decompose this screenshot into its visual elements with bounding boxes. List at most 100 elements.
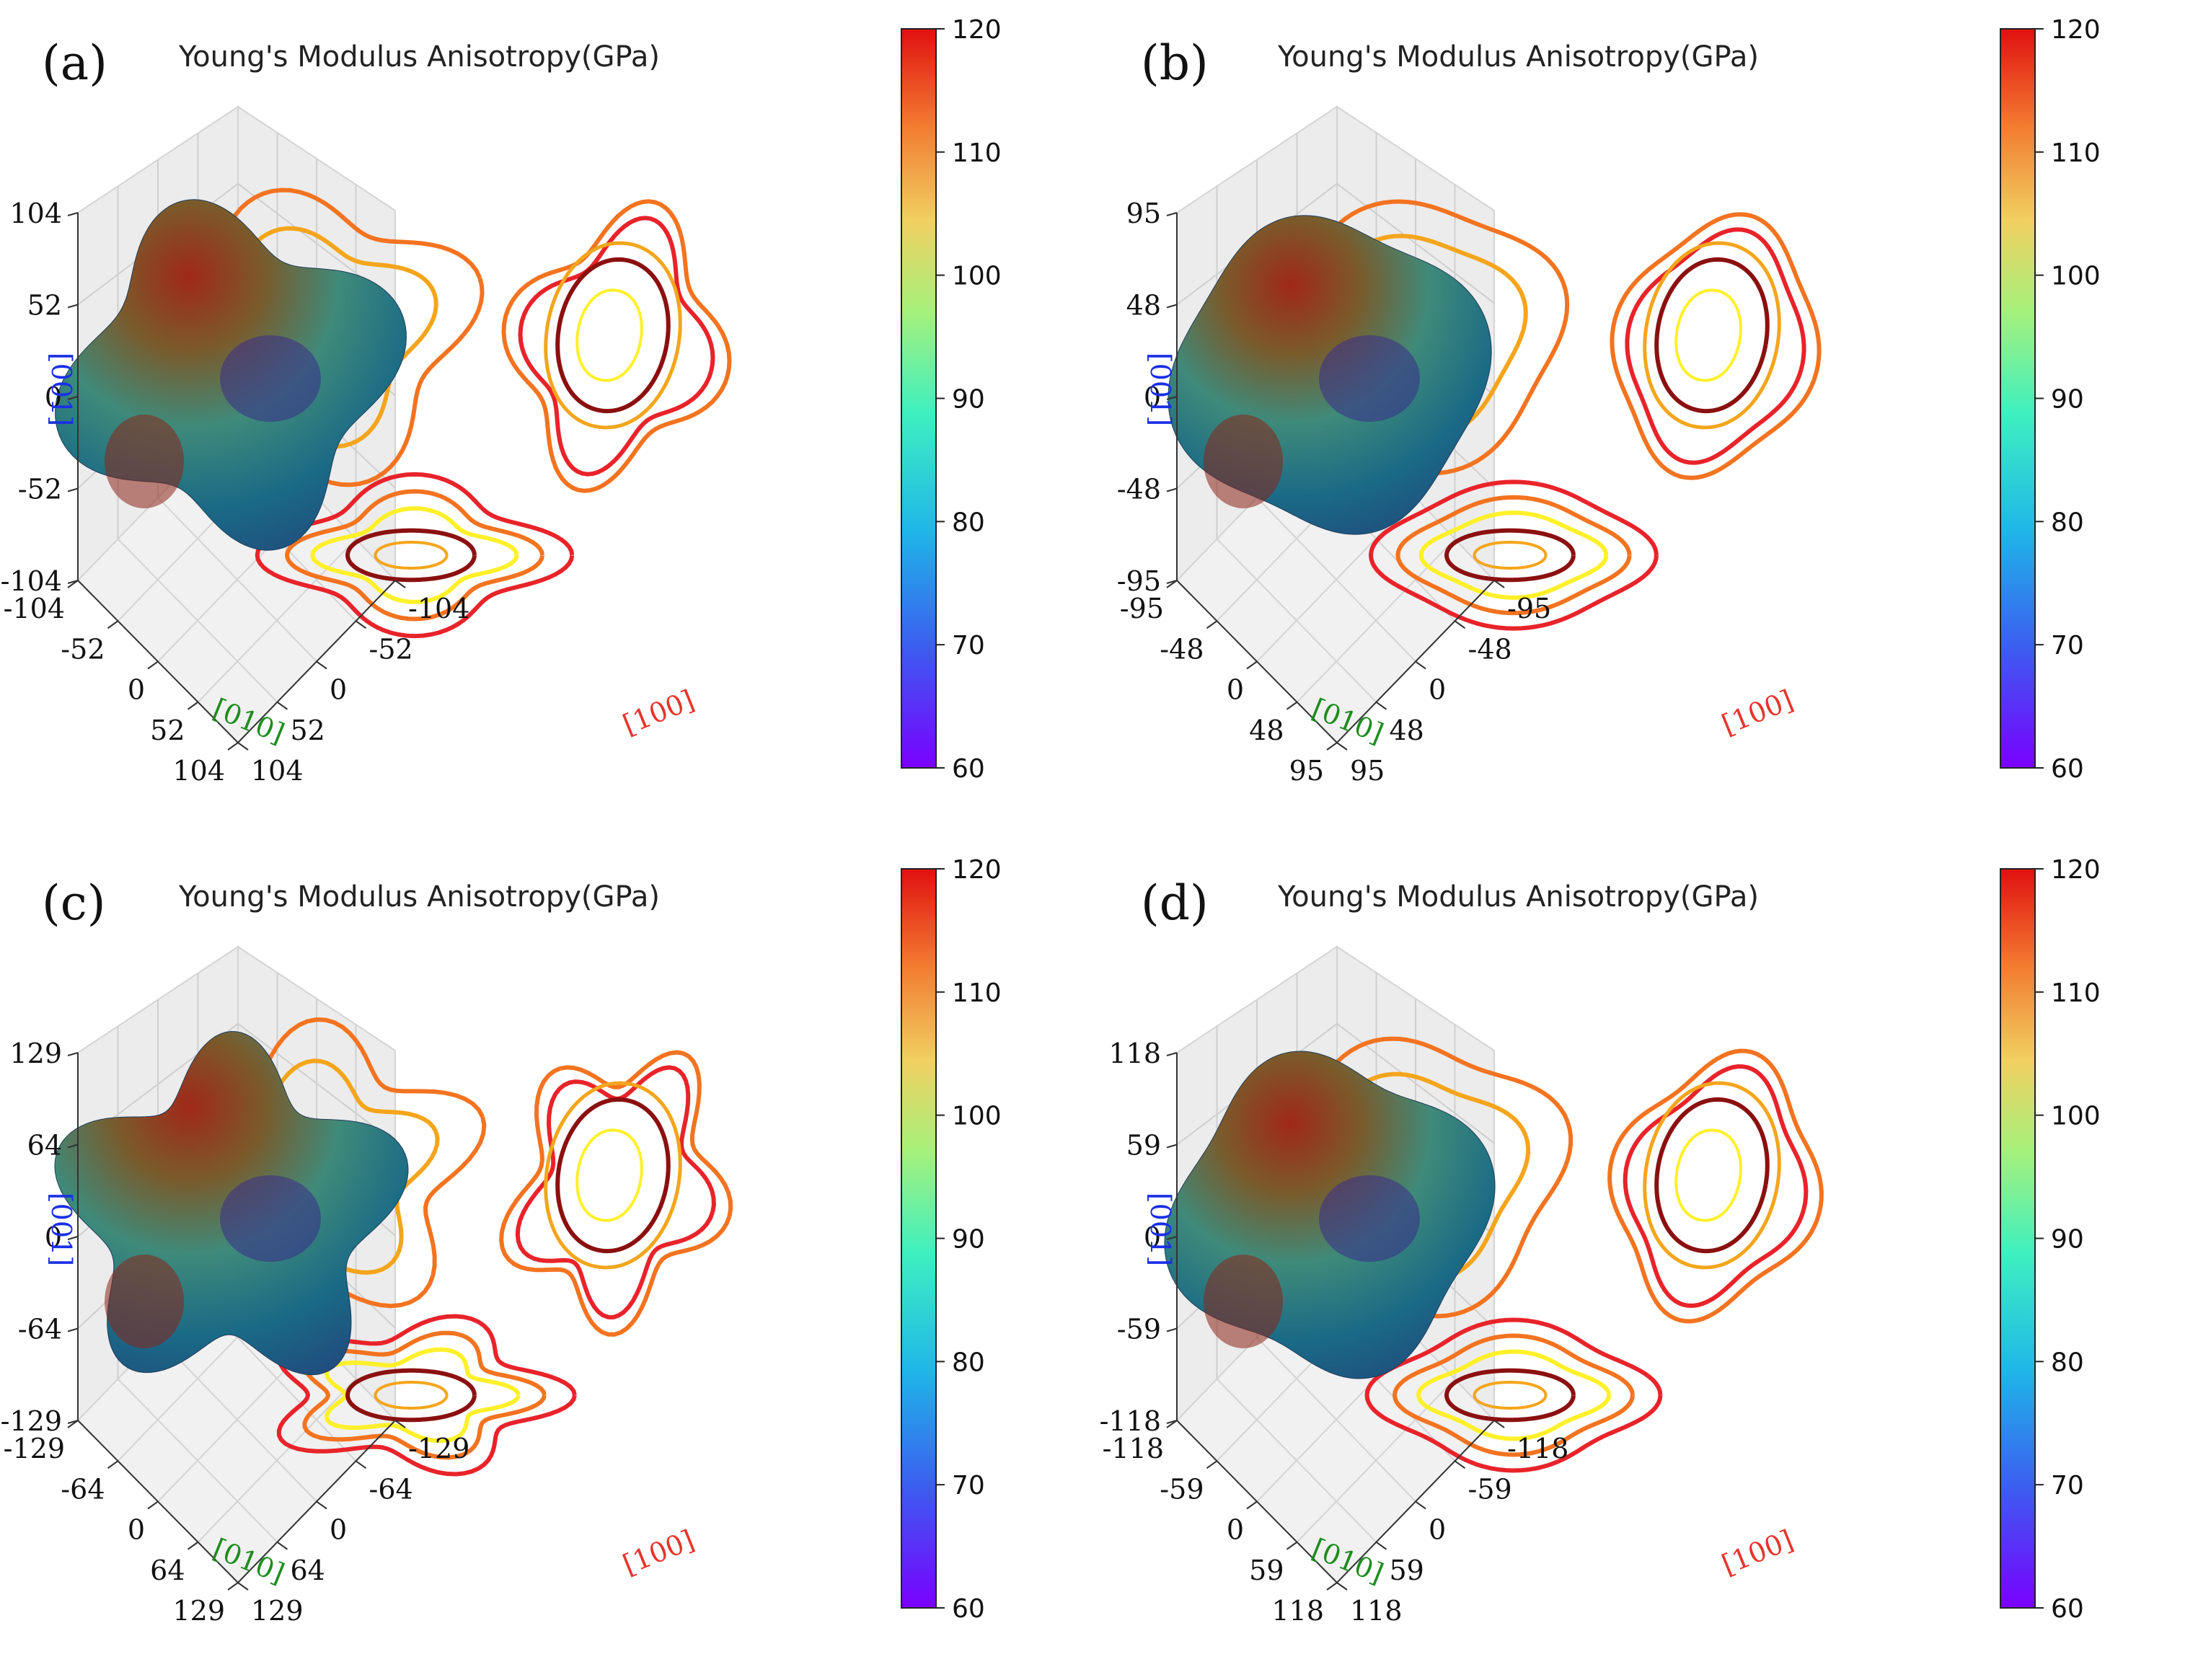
contour-xz: [1625, 227, 1806, 465]
z-tick: [67, 580, 79, 584]
panel-label: (b): [1141, 35, 1209, 91]
y-tick: [1246, 660, 1258, 670]
colorbar: [901, 28, 937, 769]
y-tick: [1326, 742, 1338, 751]
x-tick-label: 64: [291, 1555, 325, 1586]
colorbar-tick-label: 60: [952, 754, 985, 784]
z-axis-label: [001]: [45, 1193, 77, 1266]
colorbar-tick-label: 100: [952, 1102, 1002, 1131]
y-tick-label: 95: [1289, 755, 1324, 787]
gridline: [77, 182, 396, 306]
y-tick: [1206, 620, 1218, 629]
colorbar-tick-label: 70: [2051, 1471, 2084, 1500]
z-tick: [67, 487, 79, 492]
contour-xy: [1395, 495, 1632, 616]
colorbar-tick-label: 70: [2051, 631, 2084, 660]
x-tick-label: -129: [408, 1433, 469, 1464]
x-tick-label: 0: [330, 674, 347, 706]
chart-title: Young's Modulus Anisotropy(GPa): [1277, 40, 1759, 74]
x-tick-label: 0: [1429, 1514, 1446, 1546]
y-tick-label: -95: [1120, 593, 1164, 624]
contour-xz: [575, 288, 643, 382]
z-tick-label: -64: [18, 1314, 62, 1345]
panel-label: (d): [1141, 875, 1209, 931]
colorbar: [2000, 28, 2036, 769]
z-tick: [67, 1052, 79, 1056]
y-tick: [107, 1460, 119, 1469]
z-tick-label: 129: [9, 1038, 62, 1069]
z-tick-label: 52: [27, 290, 62, 322]
x-tick: [1375, 701, 1387, 710]
surface-max-region: [105, 1255, 184, 1348]
z-tick-label: -48: [1117, 474, 1161, 505]
x-axis-label: [100]: [1718, 684, 1798, 740]
y-tick: [187, 1541, 199, 1550]
y-tick-label: 104: [172, 755, 225, 787]
contour-xy: [374, 541, 449, 570]
z-tick-label: 118: [1108, 1038, 1161, 1069]
y-tick-label: 0: [1227, 674, 1244, 706]
y-tick: [1326, 1582, 1338, 1591]
y-tick: [227, 742, 239, 751]
z-tick-label: -95: [1117, 565, 1161, 597]
colorbar-tick-label: 110: [952, 138, 1002, 168]
x-axis-label: [100]: [619, 684, 699, 740]
x-tick: [1415, 660, 1426, 670]
contour-xz: [544, 1081, 682, 1270]
colorbar-tick-label: 70: [952, 1471, 985, 1500]
y-tick: [147, 1500, 159, 1510]
z-tick-label: 0: [1144, 1221, 1161, 1253]
colorbar-tick-label: 100: [952, 262, 1002, 291]
colorbar-tick-label: 90: [2051, 1225, 2084, 1255]
z-tick-label: 59: [1126, 1130, 1161, 1162]
y-tick: [107, 620, 119, 629]
contour-xy: [1473, 541, 1548, 570]
y-tick-label: -118: [1103, 1433, 1164, 1464]
x-tick-label: 52: [291, 715, 325, 746]
contour-xz: [1643, 1081, 1781, 1270]
colorbar-tick-label: 110: [2051, 978, 2101, 1008]
surface-max-region: [105, 415, 184, 508]
y-tick-label: -104: [4, 593, 65, 624]
x-tick: [237, 742, 249, 751]
contour-xz: [1674, 288, 1742, 382]
contour-xz: [555, 1097, 671, 1254]
y-tick: [227, 1582, 239, 1591]
x-tick: [316, 1500, 327, 1510]
y-tick-label: 52: [150, 715, 185, 746]
colorbar-tick-label: 120: [952, 855, 1002, 885]
colorbar: [2000, 868, 2036, 1609]
contour-xy: [310, 506, 519, 604]
surface-min-region: [1319, 335, 1420, 422]
contour-xz: [518, 216, 715, 477]
colorbar-tick-label: 60: [2051, 1594, 2084, 1624]
y-tick: [1286, 701, 1298, 710]
x-axis-label: [100]: [619, 1524, 699, 1580]
y-tick-label: -52: [61, 633, 105, 665]
chart-title: Young's Modulus Anisotropy(GPa): [1277, 880, 1759, 914]
y-tick-label: -59: [1160, 1473, 1204, 1505]
contour-xy: [345, 528, 477, 583]
panel-b: 95 -95 -95 48 -48 -48 0 0 0 -48 48 48 -95 95 95 [001] [1…: [1099, 0, 2198, 840]
colorbar-tick-label: 90: [952, 385, 985, 415]
x-tick: [276, 701, 288, 710]
surface-min-region: [220, 335, 321, 422]
contour-xz: [1654, 257, 1770, 414]
colorbar-tick-label: 100: [2051, 1102, 2101, 1131]
x-tick: [1415, 1500, 1426, 1510]
z-tick-label: 48: [1126, 290, 1161, 322]
panel-a: 104 -104 -104 52 -52 -52 0 0 0 -52 52 52 -104 104 104[…: [0, 0, 1099, 840]
x-tick-label: -118: [1507, 1433, 1568, 1464]
z-tick: [1166, 1327, 1178, 1332]
x-axis-label: [100]: [1718, 1524, 1798, 1580]
z-tick: [1166, 212, 1178, 216]
y-tick-label: 0: [1227, 1514, 1244, 1546]
z-tick-label: 0: [1144, 381, 1161, 413]
contour-xy: [276, 1314, 577, 1477]
colorbar-tick-label: 110: [952, 978, 1002, 1008]
x-tick-label: 59: [1390, 1555, 1424, 1586]
x-tick: [394, 580, 406, 588]
y-tick-label: 118: [1271, 1595, 1324, 1627]
